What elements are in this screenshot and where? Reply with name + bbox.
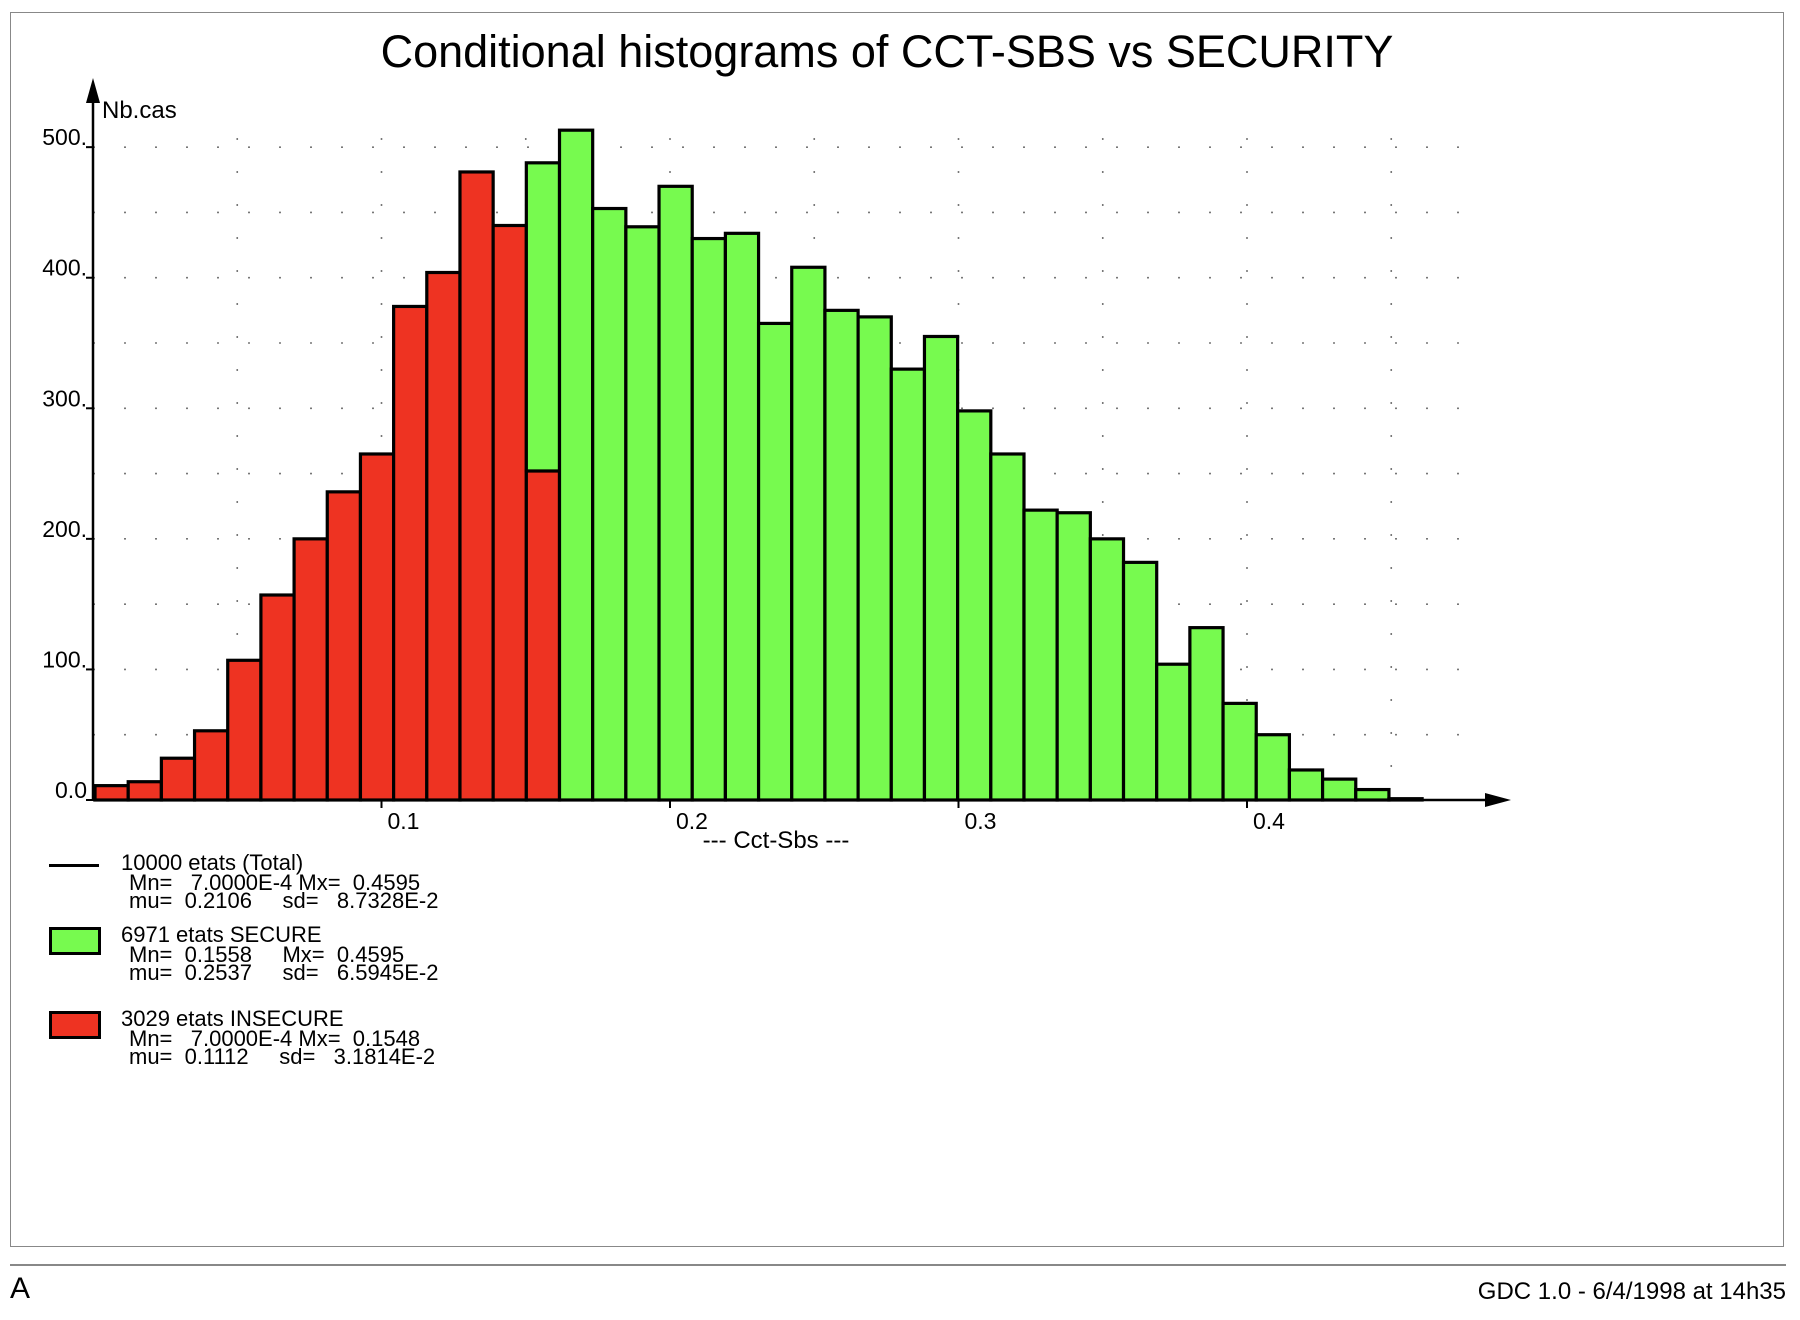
bar-insecure <box>126 780 163 802</box>
bar-secure <box>1155 662 1192 802</box>
bar-secure <box>557 128 595 802</box>
bar-secure <box>989 452 1026 802</box>
legend-total-label: 10000 etats (Total) <box>121 850 304 875</box>
bar-insecure <box>159 756 197 802</box>
bar-secure <box>889 367 927 802</box>
y-tick-label: 400. <box>42 255 87 281</box>
bar-insecure <box>392 304 429 802</box>
bar-secure <box>591 206 628 802</box>
bar-insecure <box>226 658 263 802</box>
chart-title: Conditional histograms of CCT-SBS vs SEC… <box>381 26 1394 77</box>
bar-insecure <box>93 784 130 802</box>
bar-secure <box>1088 537 1126 802</box>
bar-insecure <box>491 223 528 802</box>
bar-secure <box>1221 701 1258 802</box>
bar-secure <box>1121 560 1159 802</box>
legend-insecure-stat-1: Mn= 7.0000E-4 Mx= 0.1548 <box>129 1026 421 1051</box>
y-tick-label: 500. <box>42 124 87 150</box>
chart-frame: Conditional histograms of CCT-SBS vs SEC… <box>10 12 1784 1247</box>
bar-secure <box>1354 787 1391 802</box>
y-tick-label: 0.0 <box>55 777 87 803</box>
bar-insecure <box>192 729 230 802</box>
bar-insecure <box>325 490 363 802</box>
legend-secure-swatch <box>49 927 101 955</box>
bar-insecure <box>524 469 562 802</box>
y-axis-arrow <box>86 78 100 103</box>
bar-secure <box>1320 777 1358 802</box>
axes <box>86 78 1511 807</box>
legend-insecure-stat-2: mu= 0.1112 sd= 3.1814E-2 <box>129 1044 436 1069</box>
x-axis-arrow <box>1485 793 1511 807</box>
legend-secure-stat-1: Mn= 0.1558 Mx= 0.4595 <box>129 942 405 967</box>
bar-secure <box>922 334 960 802</box>
y-tick-label: 100. <box>42 646 87 672</box>
footer-right-label: GDC 1.0 - 6/4/1998 at 14h35 <box>1477 1278 1786 1305</box>
bar-secure <box>756 321 794 802</box>
bar-secure <box>690 236 727 802</box>
bar-insecure <box>358 452 396 802</box>
bar-insecure <box>425 270 462 802</box>
bar-insecure <box>458 170 495 802</box>
bar-secure <box>1022 508 1059 802</box>
bar-secure <box>856 315 893 802</box>
x-axis-label: --- Cct-Sbs --- <box>703 827 850 854</box>
y-axis-label: Nb.cas <box>102 97 177 124</box>
bar-insecure <box>292 537 329 802</box>
x-tick-label: 0.2 <box>676 808 708 834</box>
bars <box>93 128 1424 802</box>
bar-secure <box>790 265 827 802</box>
legend-secure-stat-2: mu= 0.2537 sd= 6.5945E-2 <box>129 960 439 985</box>
x-tick-label: 0.1 <box>388 808 420 834</box>
x-tick-label: 0.4 <box>1253 808 1285 834</box>
bar-secure <box>1188 626 1225 802</box>
legend-insecure-label: 3029 etats INSECURE <box>121 1006 344 1031</box>
footer-divider <box>10 1264 1786 1266</box>
legend-total-stat-1: Mn= 7.0000E-4 Mx= 0.4595 <box>129 870 421 895</box>
x-tick-label: 0.3 <box>965 808 997 834</box>
legend-insecure-swatch <box>49 1011 101 1039</box>
legend-total-line <box>49 864 99 867</box>
bar-secure <box>657 184 694 802</box>
bar-secure <box>823 308 860 802</box>
ticks: 0.0 100. 200. 300. 400. 500. 0.1 0.2 0.3 0.4 <box>42 124 1285 834</box>
bar-secure <box>1254 733 1292 802</box>
legend-secure-label: 6971 etats SECURE <box>121 922 322 947</box>
legend-total-stat-2: mu= 0.2106 sd= 8.7328E-2 <box>129 888 439 913</box>
bar-secure <box>956 409 993 802</box>
bar-secure <box>524 161 562 473</box>
bar-insecure <box>259 593 296 802</box>
footer-left-label: A <box>10 1272 31 1305</box>
histogram-chart: Conditional histograms of CCT-SBS vs SEC… <box>42 26 1511 854</box>
bar-secure <box>723 231 761 802</box>
y-tick-label: 300. <box>42 385 87 411</box>
bar-secure <box>1287 768 1325 802</box>
bar-secure <box>1055 511 1092 802</box>
bar-secure <box>624 225 661 802</box>
y-tick-label: 200. <box>42 516 87 542</box>
